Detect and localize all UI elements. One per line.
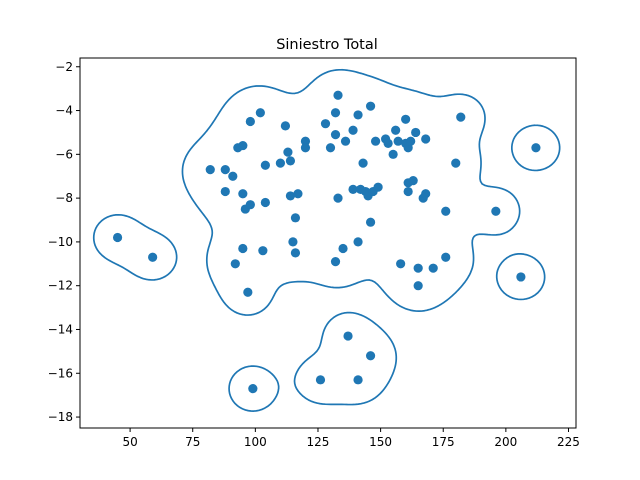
x-tick-label: 125 xyxy=(307,435,330,449)
y-tick-label: −12 xyxy=(48,279,73,293)
scatter-point xyxy=(245,116,255,127)
scatter-point xyxy=(413,263,423,273)
x-tick-label: 75 xyxy=(185,435,200,449)
scatter-point xyxy=(275,158,286,168)
scatter-point xyxy=(441,206,451,216)
y-tick-label: −4 xyxy=(55,104,73,118)
scatter-point xyxy=(205,165,215,175)
scatter-point xyxy=(441,252,451,262)
scatter-point xyxy=(408,176,418,186)
scatter-point xyxy=(220,186,230,197)
scatter-point xyxy=(228,171,238,181)
scatter-point xyxy=(413,281,423,291)
x-tick-label: 200 xyxy=(494,435,517,449)
scatter-point xyxy=(393,136,403,146)
scatter-point xyxy=(348,184,358,194)
scatter-point xyxy=(285,191,296,201)
scatter-point xyxy=(243,287,253,297)
scatter-point xyxy=(320,119,331,129)
y-axis: −2 −4 −6 −8 −10 −12 −14 −16 −18 xyxy=(48,60,80,424)
data-points xyxy=(112,90,541,394)
scatter-point xyxy=(353,375,363,385)
scatter-point xyxy=(531,143,541,153)
scatter-point xyxy=(391,125,401,135)
y-tick-label: −18 xyxy=(48,410,73,424)
scatter-point xyxy=(516,272,526,282)
x-tick-label: 150 xyxy=(369,435,392,449)
scatter-point xyxy=(283,147,293,157)
scatter-point xyxy=(330,257,341,267)
y-tick-label: −8 xyxy=(55,191,73,205)
chart-title: Siniestro Total xyxy=(276,37,378,53)
x-tick-label: 100 xyxy=(244,435,267,449)
scatter-point xyxy=(428,263,438,273)
scatter-point xyxy=(383,138,393,148)
scatter-point xyxy=(238,140,248,151)
scatter-point xyxy=(358,158,368,168)
y-tick-label: −2 xyxy=(55,60,73,74)
scatter-point xyxy=(403,186,413,197)
scatter-point xyxy=(260,160,270,170)
scatter-point xyxy=(258,246,268,256)
scatter-point xyxy=(491,206,501,216)
scatter-point xyxy=(300,143,311,153)
scatter-point xyxy=(330,130,341,140)
scatter-point xyxy=(238,243,248,254)
scatter-point xyxy=(333,90,343,100)
scatter-point xyxy=(255,108,265,118)
plot-area-frame xyxy=(79,57,577,429)
scatter-point xyxy=(325,143,336,153)
scatter-point xyxy=(288,237,298,247)
scatter-point xyxy=(290,248,301,258)
scatter-point xyxy=(315,375,326,385)
scatter-point xyxy=(340,136,351,146)
scatter-point xyxy=(280,121,291,131)
x-tick-label: 225 xyxy=(557,435,580,449)
scatter-point xyxy=(353,110,363,120)
scatter-point xyxy=(260,197,270,208)
scatter-point xyxy=(300,136,311,146)
scatter-point xyxy=(406,136,416,146)
scatter-point xyxy=(411,127,421,138)
density-contours xyxy=(92,68,561,412)
scatter-point xyxy=(401,114,411,124)
scatter-point xyxy=(388,149,398,159)
y-tick-label: −6 xyxy=(55,147,73,161)
y-tick-label: −16 xyxy=(48,366,73,380)
x-tick-label: 50 xyxy=(122,435,137,449)
x-tick-label: 175 xyxy=(432,435,455,449)
scatter-point xyxy=(421,189,431,199)
scatter-point xyxy=(373,182,383,192)
scatter-point xyxy=(293,189,303,199)
scatter-point xyxy=(456,112,466,122)
scatter-point xyxy=(112,232,123,243)
scatter-point xyxy=(421,134,431,144)
scatter-point xyxy=(365,217,376,227)
scatter-point xyxy=(220,165,230,175)
scatter-point xyxy=(396,259,406,269)
scatter-point xyxy=(148,252,158,262)
x-axis: 50 75 100 125 150 175 200 225 xyxy=(122,428,580,449)
scatter-point xyxy=(365,351,376,361)
y-tick-label: −14 xyxy=(48,322,73,336)
scatter-point xyxy=(365,101,376,111)
scatter-point xyxy=(348,125,358,135)
scatter-point xyxy=(238,189,248,199)
scatter-point xyxy=(338,243,348,254)
scatter-point xyxy=(290,213,301,223)
scatter-point xyxy=(330,108,341,118)
scatter-point xyxy=(245,200,255,210)
scatter-point xyxy=(230,259,240,269)
y-tick-label: −10 xyxy=(48,235,73,249)
scatter-point xyxy=(343,331,353,341)
scatter-point xyxy=(353,237,363,247)
scatter-point xyxy=(370,136,381,146)
scatter-point xyxy=(451,158,461,168)
density-contour-line xyxy=(92,68,561,412)
scatter-point xyxy=(333,193,343,203)
scatter-point xyxy=(285,156,296,166)
scatter-point xyxy=(248,383,258,394)
